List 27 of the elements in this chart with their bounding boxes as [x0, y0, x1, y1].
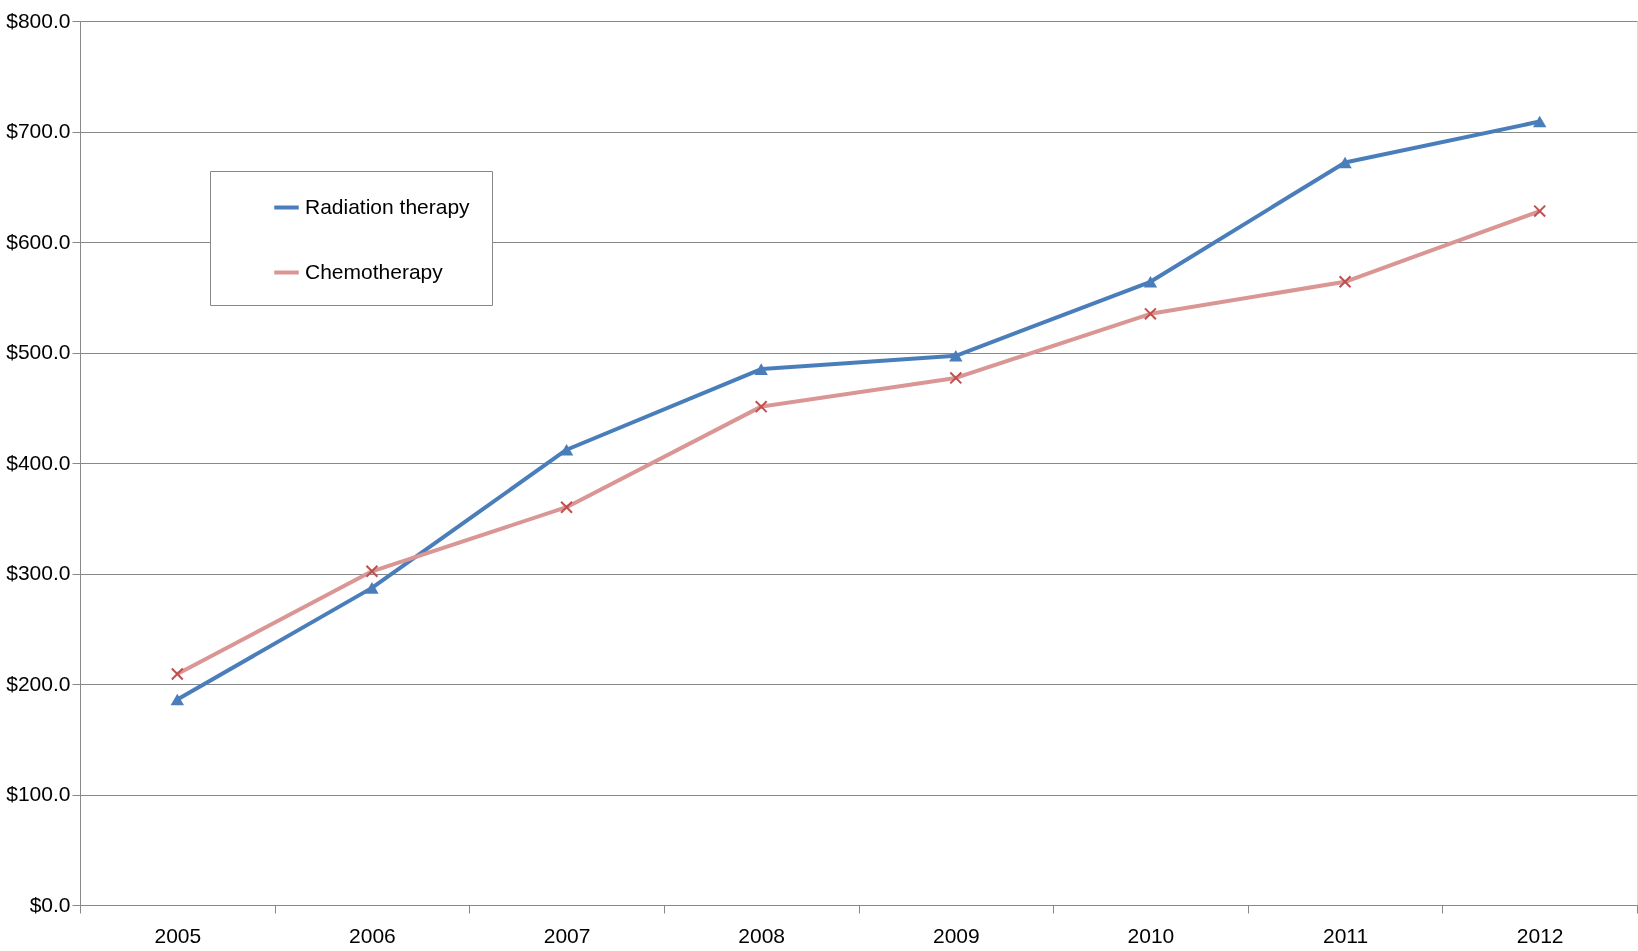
point	[949, 350, 963, 362]
y-tick-label: $300.0	[6, 561, 71, 584]
x-tick-label: 2007	[543, 923, 591, 947]
y-tick-label: $100.0	[6, 782, 71, 805]
y-tick-label: $400.0	[6, 450, 71, 474]
y-tick-label: $0.0	[29, 892, 71, 916]
point	[1532, 115, 1547, 128]
x-tick-label: 2010	[1127, 923, 1175, 947]
y-tick-label: $600.0	[6, 229, 71, 253]
x-tick-label: 2006	[349, 923, 396, 947]
x-tick-label: 2011	[1322, 923, 1369, 947]
x-tick-label: 2009	[932, 923, 980, 947]
x-tick-label: 2012	[1516, 923, 1564, 947]
point	[559, 443, 574, 456]
point	[1143, 275, 1158, 288]
y-tick-label: $700.0	[6, 119, 71, 142]
point	[365, 582, 379, 594]
point	[1338, 156, 1352, 169]
x-tick-label: 2008	[738, 923, 786, 947]
point	[754, 363, 768, 375]
legend-label: Chemotherapy	[305, 259, 444, 283]
legend-label: Radiation therapy	[305, 194, 471, 218]
y-tick-label: $200.0	[6, 671, 71, 695]
point	[170, 693, 185, 706]
x-tick-label: 2005	[154, 923, 202, 947]
y-tick-label: $800.0	[6, 8, 71, 32]
y-tick-label: $500.0	[6, 340, 71, 363]
